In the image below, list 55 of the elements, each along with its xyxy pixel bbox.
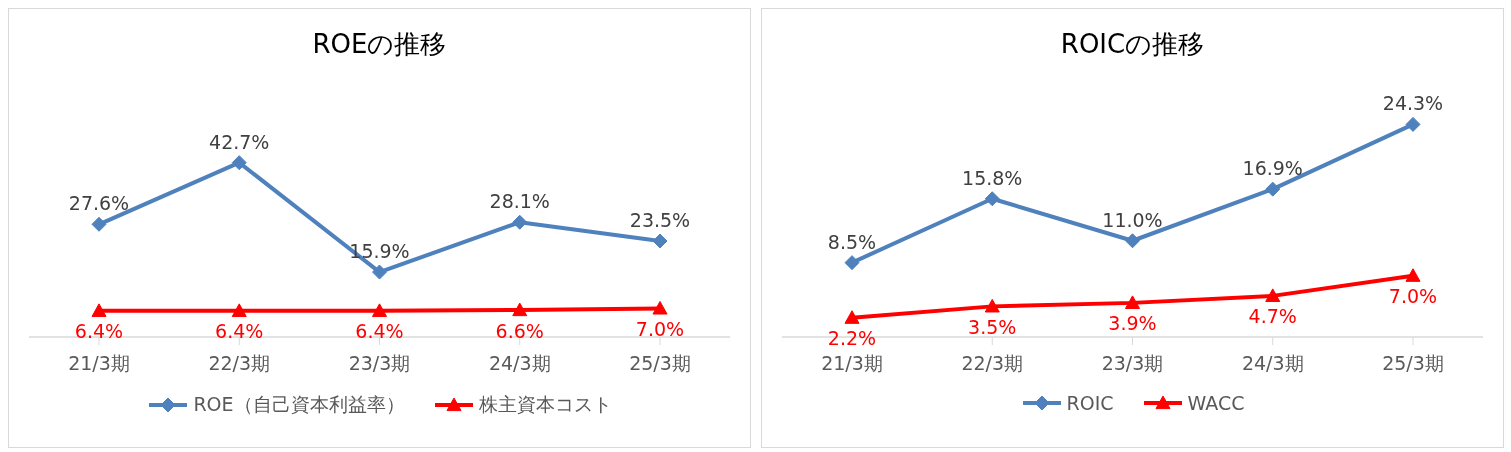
point	[512, 302, 528, 317]
x-tick-label: 25/3期	[629, 352, 691, 375]
data-label: 6.4%	[215, 320, 264, 343]
point	[984, 298, 1000, 313]
point	[844, 310, 860, 324]
x-tick-label: 21/3期	[68, 352, 130, 375]
data-label: 3.9%	[1108, 312, 1157, 335]
x-tick-label: 25/3期	[1382, 352, 1444, 375]
x-tick-label: 21/3期	[821, 352, 883, 375]
point	[652, 300, 668, 315]
legend-label: ROE（自己資本利益率）	[193, 392, 405, 417]
point	[91, 216, 107, 232]
data-label: 16.9%	[1242, 157, 1303, 180]
data-label: 27.6%	[68, 192, 130, 215]
x-tick-label: 22/3期	[208, 352, 271, 375]
data-label: 42.7%	[209, 130, 270, 153]
x-tick-label: 22/3期	[961, 352, 1024, 375]
data-label: 3.5%	[968, 315, 1017, 338]
x-tick-label: 23/3期	[1101, 352, 1164, 375]
point	[1265, 181, 1281, 197]
point	[512, 214, 528, 230]
point	[1125, 233, 1140, 249]
data-label: 23.5%	[629, 209, 691, 232]
x-tick-label: 23/3期	[348, 352, 411, 375]
data-label: 28.1%	[489, 190, 550, 213]
data-label: 6.4%	[355, 320, 404, 343]
point	[652, 233, 668, 249]
point	[844, 255, 860, 271]
data-label: 6.6%	[495, 319, 544, 342]
data-label: 6.4%	[74, 320, 124, 343]
data-label: 2.2%	[827, 327, 877, 350]
point	[1405, 116, 1421, 132]
point	[231, 303, 247, 317]
point	[91, 303, 107, 317]
legend-label: 株主資本コスト	[478, 392, 612, 417]
data-label: 4.7%	[1248, 305, 1297, 328]
x-tick-label: 24/3期	[488, 352, 551, 375]
chart-title: ROICの推移	[1059, 28, 1206, 61]
point	[1405, 268, 1421, 282]
point	[231, 155, 247, 171]
data-label: 8.5%	[827, 230, 877, 253]
point	[1125, 295, 1140, 309]
chart-title: ROEの推移	[311, 28, 448, 61]
point	[984, 191, 1000, 207]
legend-label: WACC	[1187, 392, 1245, 414]
point	[372, 264, 387, 280]
data-label: 11.0%	[1102, 208, 1163, 231]
data-label: 7.0%	[635, 317, 685, 340]
legend-label: ROIC	[1066, 392, 1114, 414]
data-label: 7.0%	[1388, 285, 1438, 308]
data-label: 15.8%	[962, 166, 1023, 189]
point	[372, 303, 387, 317]
point	[1265, 288, 1281, 302]
x-tick-label: 24/3期	[1241, 352, 1304, 375]
data-label: 24.3%	[1382, 92, 1444, 115]
